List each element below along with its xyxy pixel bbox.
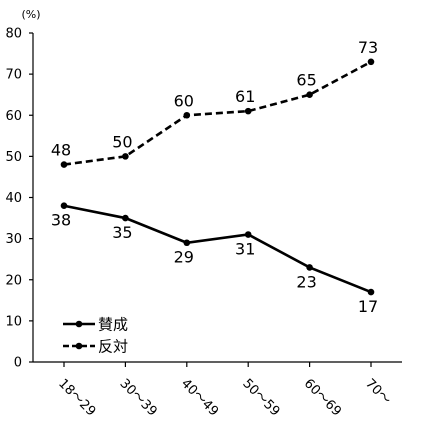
series-points xyxy=(60,58,375,296)
legend-marker xyxy=(75,320,83,328)
y-tick-label: 10 xyxy=(5,314,22,329)
data-point xyxy=(122,153,129,160)
data-label: 17 xyxy=(358,297,378,316)
data-label: 35 xyxy=(112,223,132,242)
y-tick-label: 20 xyxy=(5,273,22,288)
data-labels: 38 35 29 31 23 17 48 50 60 61 65 73 xyxy=(51,38,378,316)
y-tick-label: 50 xyxy=(5,150,22,165)
data-point xyxy=(367,58,375,66)
data-point xyxy=(244,107,252,115)
data-label: 48 xyxy=(51,141,71,160)
data-point xyxy=(306,264,313,271)
data-label: 31 xyxy=(235,240,255,259)
y-axis-ticks: 0 10 20 30 40 50 60 70 80 xyxy=(5,27,33,371)
y-axis-unit-label: (%) xyxy=(21,8,40,21)
data-point xyxy=(367,288,375,296)
data-point xyxy=(60,202,68,210)
legend-label: 賛成 xyxy=(98,316,128,334)
data-label: 29 xyxy=(174,248,194,267)
data-label: 73 xyxy=(358,38,378,57)
x-tick-label: 50～59 xyxy=(239,376,282,419)
x-tick-label: 40～49 xyxy=(178,376,221,419)
data-label: 61 xyxy=(235,87,255,106)
data-label: 38 xyxy=(51,211,71,230)
y-tick-label: 30 xyxy=(5,232,22,247)
y-tick-label: 70 xyxy=(5,68,22,83)
series-line-1 xyxy=(63,204,372,294)
legend-label: 反対 xyxy=(98,338,128,356)
data-point xyxy=(60,161,68,168)
data-point xyxy=(306,91,313,98)
series-line-2 xyxy=(63,60,372,166)
x-tick-label: 18～29 xyxy=(55,376,98,419)
y-tick-label: 80 xyxy=(5,27,22,42)
data-label: 23 xyxy=(296,272,316,291)
data-point xyxy=(122,214,129,222)
data-point xyxy=(183,111,191,119)
data-label: 65 xyxy=(296,71,316,90)
y-tick-label: 60 xyxy=(5,109,22,124)
y-tick-label: 40 xyxy=(5,191,22,206)
data-label: 60 xyxy=(174,91,194,110)
data-point xyxy=(244,231,252,238)
x-tick-label: 70～ xyxy=(362,376,393,407)
x-tick-label: 30～39 xyxy=(117,376,160,419)
series-lines xyxy=(63,60,372,294)
data-label: 50 xyxy=(112,132,132,151)
legend-marker xyxy=(75,342,83,350)
data-point xyxy=(183,239,191,247)
y-tick-label: 0 xyxy=(14,356,22,371)
x-axis-ticks: 18～29 30～39 40～49 50～59 60～69 70～ xyxy=(55,362,394,419)
x-tick-label: 60～69 xyxy=(301,376,344,419)
